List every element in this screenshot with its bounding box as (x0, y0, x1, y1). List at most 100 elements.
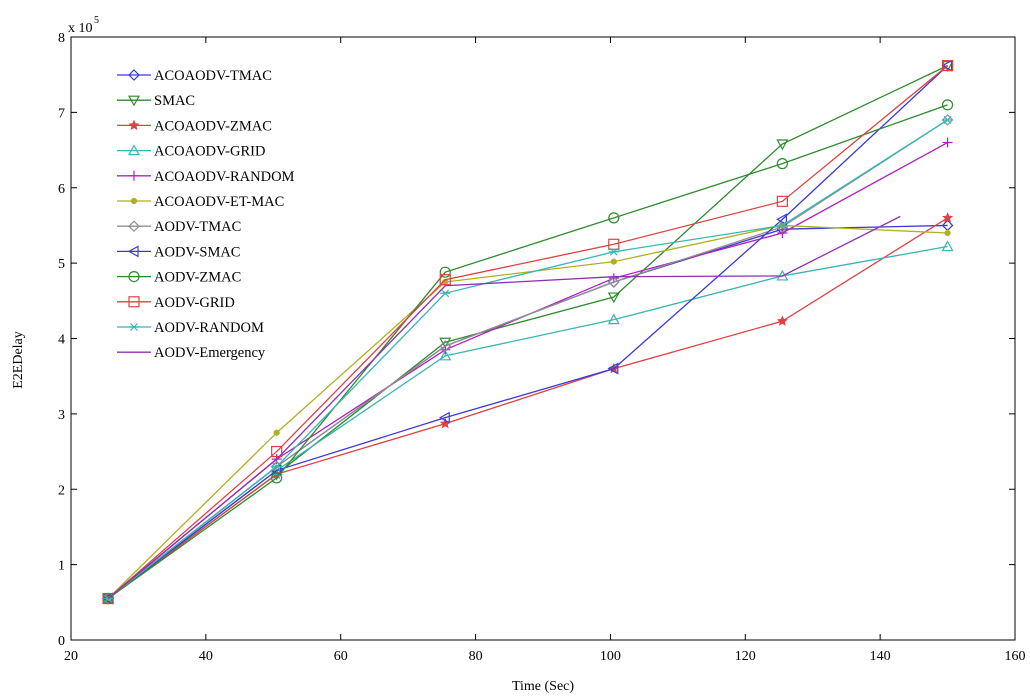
y-tick-label: 3 (58, 408, 65, 423)
y-tick-label: 7 (58, 106, 65, 121)
legend-item: AODV-SMAC (117, 244, 240, 260)
legend-item: ACOAODV-ET-MAC (117, 194, 284, 210)
data-point (607, 362, 619, 375)
y-tick-label: 6 (58, 182, 65, 197)
data-point (944, 229, 951, 237)
legend-label: AODV-ZMAC (154, 270, 241, 286)
series-line (107, 119, 948, 600)
series-aodv-emergency (107, 215, 901, 600)
legend-item: ACOAODV-ZMAC (117, 118, 272, 134)
legend-item: AODV-Emergency (117, 345, 266, 361)
data-point (942, 115, 953, 124)
series-aodv-random (103, 115, 953, 603)
legend-item: ACOAODV-TMAC (117, 68, 272, 84)
legend-item: ACOAODV-GRID (117, 144, 265, 160)
data-point (941, 240, 954, 252)
data-point (128, 220, 140, 233)
x-tick-label: 140 (870, 649, 891, 664)
y-scale-label: x 10 (68, 21, 93, 36)
data-point (941, 99, 954, 111)
legend-label: ACOAODV-RANDOM (154, 169, 295, 185)
legend-item: AODV-ZMAC (117, 270, 241, 286)
legend-label: SMAC (154, 93, 195, 109)
data-point (439, 266, 451, 278)
data-point (608, 238, 620, 250)
y-axis-title: E2EDelay (11, 331, 26, 389)
data-point (607, 313, 620, 325)
data-point (130, 197, 138, 205)
data-point (776, 158, 788, 170)
legend-item: AODV-GRID (117, 295, 235, 311)
data-point (127, 144, 141, 156)
data-point (608, 247, 619, 256)
data-point (271, 445, 283, 458)
x-tick-label: 60 (334, 649, 348, 664)
x-tick-label: 20 (64, 649, 78, 664)
legend-item: SMAC (117, 93, 195, 109)
data-point (607, 292, 620, 304)
series-aodv-zmac (102, 99, 954, 605)
legend-label: AODV-Emergency (154, 345, 266, 361)
data-point (941, 114, 954, 126)
x-tick-label: 40 (199, 649, 213, 664)
series-aodv-smac (101, 59, 953, 605)
x-tick-label: 80 (469, 649, 483, 664)
y-tick-label: 2 (58, 483, 65, 498)
legend-label: ACOAODV-TMAC (154, 68, 272, 84)
x-tick-label: 100 (600, 649, 621, 664)
y-scale-exponent: 5 (94, 15, 99, 26)
y-tick-label: 8 (58, 31, 65, 46)
y-tick-label: 5 (58, 257, 65, 272)
axis-ticks: 20 40 60 80 100 120 140 160 0 1 2 3 4 5 6 7 8 (58, 31, 1026, 664)
data-point (271, 472, 283, 484)
data-point (440, 289, 451, 298)
legend-label: AODV-TMAC (154, 219, 241, 235)
data-point (439, 274, 451, 286)
series-line (107, 65, 948, 600)
legend-label: AODV-GRID (154, 295, 235, 311)
series-line (107, 104, 948, 600)
data-point (777, 221, 788, 230)
series-aodv-grid (102, 60, 954, 605)
data-point (129, 323, 139, 331)
data-point (776, 139, 789, 151)
legend-label: ACOAODV-ET-MAC (154, 194, 284, 210)
data-point (129, 170, 139, 181)
series-line (107, 217, 948, 600)
y-tick-label: 4 (58, 333, 65, 348)
legend-label: AODV-RANDOM (154, 320, 264, 336)
series-line (107, 215, 901, 600)
data-point (128, 271, 140, 283)
data-point (127, 95, 141, 107)
data-point (941, 59, 953, 72)
legend: ACOAODV-TMAC SMAC ACOAODV-ZMAC ACOAODV-GRID… (117, 68, 295, 361)
data-point (610, 258, 617, 265)
data-point (273, 429, 280, 436)
legend-item: AODV-TMAC (117, 219, 241, 235)
data-point (128, 119, 140, 131)
legend-label: ACOAODV-GRID (154, 144, 265, 160)
x-axis-title: Time (Sec) (512, 679, 574, 694)
data-point (128, 296, 140, 308)
data-point (776, 195, 788, 207)
data-point (941, 61, 954, 72)
data-point (608, 212, 620, 224)
data-point (776, 213, 787, 226)
data-point (271, 462, 282, 471)
data-point (607, 276, 620, 288)
legend-item: ACOAODV-RANDOM (117, 169, 295, 185)
legend-item: AODV-RANDOM (117, 320, 264, 336)
data-point (776, 315, 788, 326)
data-point (127, 245, 139, 258)
data-point (942, 212, 954, 223)
data-point (439, 340, 452, 352)
series-line (107, 65, 949, 600)
data-point (777, 227, 788, 238)
legend-label: ACOAODV-ZMAC (154, 118, 272, 134)
data-point (270, 460, 283, 473)
x-tick-label: 120 (735, 649, 756, 664)
x-tick-label: 160 (1005, 649, 1026, 664)
data-point (439, 349, 452, 361)
series-layer (101, 59, 954, 605)
